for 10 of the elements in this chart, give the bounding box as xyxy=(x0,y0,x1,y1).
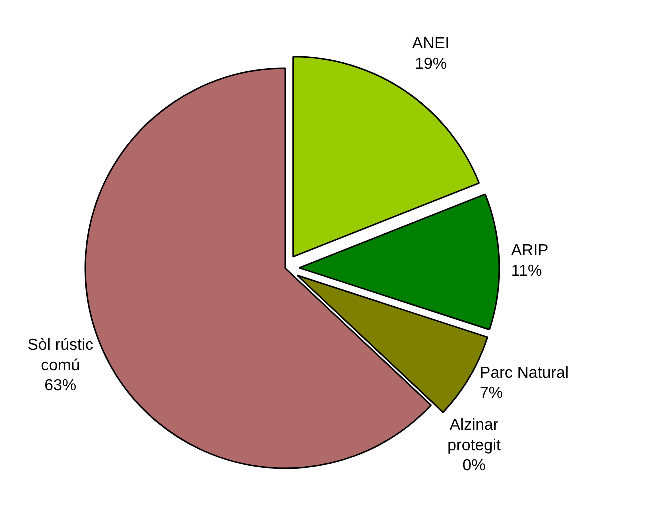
data-label: 19% xyxy=(415,56,448,73)
text: 0% xyxy=(462,458,486,475)
slice-label: ANEI xyxy=(412,36,450,53)
category-label: Alzinar protegit xyxy=(448,416,501,454)
data-label: 7% xyxy=(480,385,504,402)
data-label: 63% xyxy=(44,378,77,395)
slice-label: Sòl rústic comú xyxy=(28,336,94,374)
slice-label: ARIP xyxy=(511,242,549,260)
slice-label: Parc Natural xyxy=(480,364,569,382)
data-label: 11% xyxy=(511,263,542,280)
